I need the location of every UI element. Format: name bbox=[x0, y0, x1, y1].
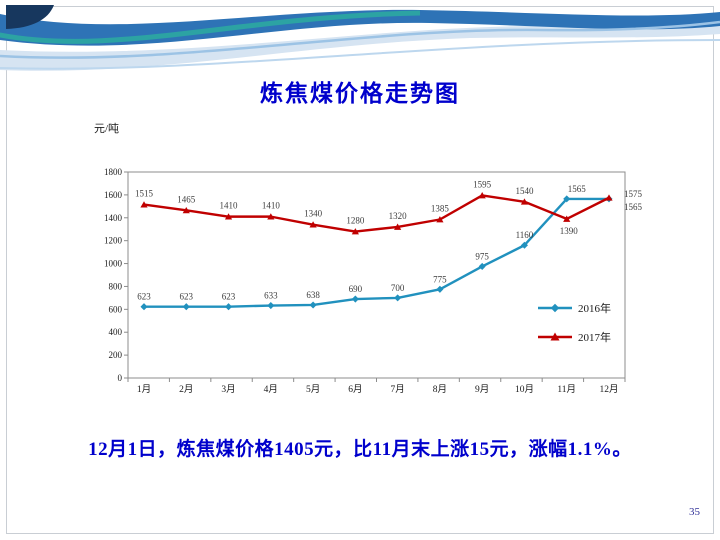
x-tick-label: 9月 bbox=[475, 384, 489, 395]
data-label: 1160 bbox=[516, 230, 534, 240]
triangle-marker bbox=[394, 223, 402, 230]
y-tick-label: 200 bbox=[109, 350, 123, 360]
chart-legend: 2016年 2017年 bbox=[537, 300, 611, 345]
wave-navy-corner bbox=[6, 5, 54, 29]
wave-teal-accent bbox=[0, 10, 421, 44]
x-tick-label: 2月 bbox=[179, 384, 193, 395]
y-tick-label: 1800 bbox=[104, 167, 123, 177]
triangle-marker bbox=[605, 194, 613, 201]
legend-label-2017: 2017年 bbox=[578, 332, 611, 344]
x-tick-label: 11月 bbox=[557, 384, 576, 395]
x-tick-label: 12月 bbox=[599, 384, 618, 395]
series-line-2017年 bbox=[143, 194, 610, 233]
data-label: 1465 bbox=[177, 194, 196, 204]
triangle-marker bbox=[267, 213, 275, 220]
triangle-marker bbox=[478, 192, 486, 199]
triangle-marker bbox=[224, 213, 233, 220]
y-axis-unit-label: 元/吨 bbox=[94, 123, 120, 135]
data-label: 1595 bbox=[473, 179, 492, 189]
y-tick-label: 1200 bbox=[104, 236, 123, 246]
diamond-marker bbox=[351, 295, 359, 303]
data-label: 1340 bbox=[304, 209, 323, 219]
x-tick-label: 4月 bbox=[264, 384, 278, 395]
legend-label-2016: 2016年 bbox=[578, 303, 611, 315]
triangle-marker bbox=[563, 215, 571, 222]
wave-thin-line-2 bbox=[0, 39, 720, 70]
data-label: 690 bbox=[349, 284, 363, 294]
diamond-marker bbox=[225, 303, 233, 311]
x-tick-label: 8月 bbox=[433, 384, 447, 395]
triangle-marker bbox=[436, 216, 444, 223]
diamond-marker bbox=[478, 262, 486, 270]
x-tick-label: 3月 bbox=[221, 384, 235, 395]
x-tick-label: 7月 bbox=[391, 384, 405, 395]
data-label: 1565 bbox=[624, 202, 643, 212]
series-line-2016年 bbox=[144, 197, 609, 308]
x-tick-label: 5月 bbox=[306, 384, 320, 395]
y-tick-label: 1600 bbox=[104, 190, 123, 200]
data-label: 1540 bbox=[515, 186, 534, 196]
caption-text: 12月1日，炼焦煤价格1405元，比11月末上涨15元，涨幅1.1%。 bbox=[88, 439, 632, 460]
y-tick-label: 800 bbox=[109, 281, 123, 291]
triangle-marker bbox=[351, 228, 359, 235]
data-label: 623 bbox=[222, 292, 236, 302]
diamond-marker bbox=[394, 294, 402, 302]
price-chart: 0 200 400 600 800 1000 1200 1400 1600 1800 1月 2月 3月 4… bbox=[85, 160, 645, 400]
y-tick-label: 0 bbox=[118, 373, 123, 383]
legend-2017-line-icon bbox=[538, 332, 572, 341]
data-label: 1390 bbox=[560, 226, 579, 236]
data-label: 1385 bbox=[431, 203, 450, 213]
data-label: 975 bbox=[475, 251, 489, 261]
data-label: 623 bbox=[137, 292, 151, 302]
x-tick-label: 6月 bbox=[348, 384, 362, 395]
x-tick-label: 10月 bbox=[515, 384, 534, 395]
legend-item-2017: 2017年 bbox=[537, 329, 611, 345]
wave-pale-band bbox=[0, 20, 720, 71]
data-label: 633 bbox=[264, 291, 278, 301]
data-label: 1515 bbox=[135, 189, 154, 199]
data-label: 1565 bbox=[568, 184, 587, 194]
diamond-marker bbox=[436, 285, 444, 293]
data-label: 700 bbox=[391, 283, 405, 293]
header-wave-decoration bbox=[0, 5, 720, 71]
diamond-marker bbox=[309, 301, 317, 309]
slide-border bbox=[6, 6, 714, 534]
y-tick-label: 1400 bbox=[104, 213, 123, 223]
data-label: 775 bbox=[433, 274, 447, 284]
wave-main-band bbox=[0, 9, 720, 46]
plot-border bbox=[127, 171, 626, 379]
data-label: 638 bbox=[306, 290, 320, 300]
diamond-marker bbox=[140, 303, 148, 311]
data-label: 623 bbox=[180, 292, 194, 302]
y-tick-label: 400 bbox=[109, 327, 123, 337]
legend-2016-line-icon bbox=[538, 303, 572, 313]
page-number: 35 bbox=[689, 506, 700, 518]
diamond-marker bbox=[267, 302, 275, 310]
chart-canvas: 0 200 400 600 800 1000 1200 1400 1600 1800 1月 2月 3月 4… bbox=[104, 167, 643, 395]
data-label: 1320 bbox=[389, 211, 408, 221]
wave-thin-line-1 bbox=[0, 20, 720, 59]
triangle-marker bbox=[309, 221, 317, 228]
triangle-marker bbox=[182, 206, 190, 214]
page-title: 炼焦煤价格走势图 bbox=[260, 81, 460, 106]
y-tick-label: 600 bbox=[109, 304, 123, 314]
diamond-marker bbox=[182, 303, 190, 311]
triangle-marker bbox=[140, 201, 148, 208]
data-label: 1410 bbox=[262, 201, 281, 211]
triangle-marker bbox=[520, 198, 529, 205]
data-label: 1280 bbox=[346, 216, 365, 226]
legend-item-2016: 2016年 bbox=[537, 300, 611, 316]
x-tick-label: 1月 bbox=[137, 384, 151, 395]
data-label: 1575 bbox=[624, 189, 643, 199]
y-tick-label: 1000 bbox=[104, 259, 123, 269]
data-label: 1410 bbox=[220, 201, 239, 211]
